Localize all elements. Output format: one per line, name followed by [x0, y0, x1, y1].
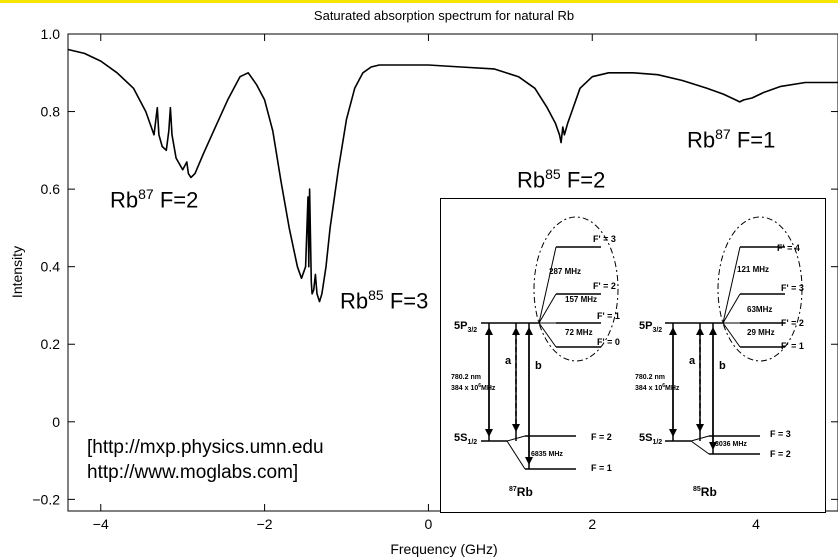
rb85-wavelength: 780.2 nm	[635, 374, 665, 381]
source-urls: [http://mxp.physics.umn.edu http://www.m…	[87, 435, 324, 485]
y-tick-label: 0.8	[41, 104, 61, 120]
y-tick-label: 1.0	[41, 26, 61, 42]
chart-title: Saturated absorption spectrum for natura…	[314, 8, 574, 23]
rb85-hyperfine-ellipse	[717, 216, 803, 362]
rb87-wavelength: 780.2 nm	[451, 374, 481, 381]
x-tick-label: 0	[425, 516, 433, 532]
rb87-arrow-a: a	[505, 355, 512, 367]
rb87-f2-label: F' = 2	[593, 281, 616, 291]
rb87-f1-label: F' = 1	[597, 311, 620, 321]
rb87-f0-label: F' = 0	[597, 337, 620, 347]
y-tick-label: 0.2	[41, 336, 61, 352]
y-tick-label: −0.2	[32, 491, 60, 507]
rb87-diagram: F' = 3 F' = 2 F' = 1 F' = 0 287 MHz 157 …	[451, 216, 620, 499]
rb87-5s-label: 5S1/2	[454, 432, 477, 446]
rb85-f3-label: F' = 3	[781, 283, 804, 293]
y-axis-ticks: −0.2 0 0.2 0.4 0.6 0.8 1.0	[32, 26, 838, 507]
energy-level-inset: F' = 3 F' = 2 F' = 1 F' = 0 287 MHz 157 …	[440, 198, 826, 513]
rb85-f1-label: F' = 1	[781, 341, 804, 351]
rb85-diagram: F' = 4 F' = 3 F' = 2 F' = 1 121 MHz 63MH…	[635, 216, 804, 499]
peak-label-rb87-f2: Rb87 F=2	[110, 186, 199, 213]
rb87-split-72: 72 MHz	[565, 328, 593, 337]
rb87-hyperfine-ellipse	[533, 216, 619, 362]
rb85-f2-label: F' = 2	[781, 318, 804, 328]
spectrum-series-line	[67, 48, 838, 303]
rb87-split-287: 287 MHz	[549, 267, 581, 276]
peak-label-rb85-f2: Rb85 F=2	[517, 166, 606, 193]
x-tick-label: −4	[93, 516, 109, 532]
x-axis-label: Frequency (GHz)	[390, 541, 497, 557]
rb85-lower-f3-label: F = 3	[770, 429, 791, 439]
x-tick-label: 4	[752, 516, 760, 532]
rb85-split-121: 121 MHz	[737, 265, 769, 274]
rb85-split-3036: 3036 MHz	[715, 441, 747, 448]
x-tick-label: −2	[257, 516, 273, 532]
y-tick-label: 0.6	[41, 181, 61, 197]
rb85-frequency: 384 x 106MHz	[635, 383, 680, 392]
rb85-5s-label: 5S1/2	[639, 432, 662, 446]
rb85-split-63: 63MHz	[747, 305, 772, 314]
rb87-f3-label: F' = 3	[593, 234, 616, 244]
peak-label-rb85-f3: Rb85 F=3	[340, 287, 429, 314]
x-tick-label: 2	[588, 516, 596, 532]
peak-label-rb87-f1: Rb87 F=1	[687, 126, 776, 153]
rb87-split-157: 157 MHz	[565, 295, 597, 304]
rb85-isotope-label: 85Rb	[693, 485, 717, 499]
source-url-1: [http://mxp.physics.umn.edu	[87, 437, 324, 458]
rb87-lower-f1-label: F = 1	[591, 463, 612, 473]
energy-level-diagrams: F' = 3 F' = 2 F' = 1 F' = 0 287 MHz 157 …	[451, 216, 804, 499]
rb87-lower-f2-label: F = 2	[591, 432, 612, 442]
rb87-isotope-label: 87Rb	[509, 485, 533, 499]
y-tick-label: 0	[52, 414, 60, 430]
rb85-5p-label: 5P3/2	[639, 320, 662, 334]
rb85-lower-f2-label: F = 2	[770, 449, 791, 459]
top-accent-bar	[0, 0, 838, 3]
rb85-split-29: 29 MHz	[747, 328, 775, 337]
y-tick-label: 0.4	[41, 259, 61, 275]
rb85-arrow-b: b	[719, 360, 726, 372]
rb87-5p-label: 5P3/2	[454, 320, 477, 334]
rb85-arrow-a: a	[689, 355, 696, 367]
rb85-f4-label: F' = 4	[777, 243, 800, 253]
rb87-arrow-b: b	[535, 360, 542, 372]
x-axis-ticks: −4 −2 0 2 4	[93, 34, 760, 532]
rb87-split-6835: 6835 MHz	[531, 451, 563, 458]
rb87-frequency: 384 x 106MHz	[451, 383, 496, 392]
y-axis-label: Intensity	[9, 246, 25, 298]
source-url-2: http://www.moglabs.com]	[87, 462, 299, 483]
